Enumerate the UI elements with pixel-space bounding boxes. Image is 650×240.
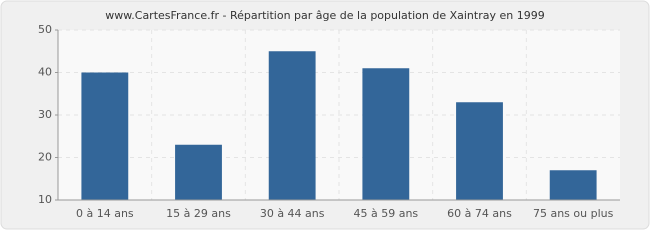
- x-tick-label: 15 à 29 ans: [166, 207, 231, 220]
- y-tick-label: 10: [38, 193, 52, 206]
- x-tick-label: 75 ans ou plus: [533, 207, 614, 220]
- bar: [81, 72, 129, 200]
- y-tick-label: 30: [38, 108, 52, 121]
- bar: [549, 170, 597, 200]
- bar: [175, 144, 222, 200]
- chart: www.CartesFrance.fr - Répartition par âg…: [0, 0, 650, 230]
- x-tick-label: 0 à 14 ans: [76, 207, 134, 220]
- y-tick-label: 40: [38, 66, 52, 79]
- x-tick-label: 45 à 59 ans: [353, 207, 418, 220]
- bar: [268, 51, 316, 200]
- y-tick-label: 20: [38, 151, 52, 164]
- y-tick-label: 50: [38, 23, 52, 36]
- x-tick-label: 30 à 44 ans: [260, 207, 325, 220]
- bar: [456, 102, 503, 200]
- x-tick-label: 60 à 74 ans: [447, 207, 512, 220]
- bar: [362, 68, 410, 200]
- chart-title: www.CartesFrance.fr - Répartition par âg…: [105, 9, 544, 22]
